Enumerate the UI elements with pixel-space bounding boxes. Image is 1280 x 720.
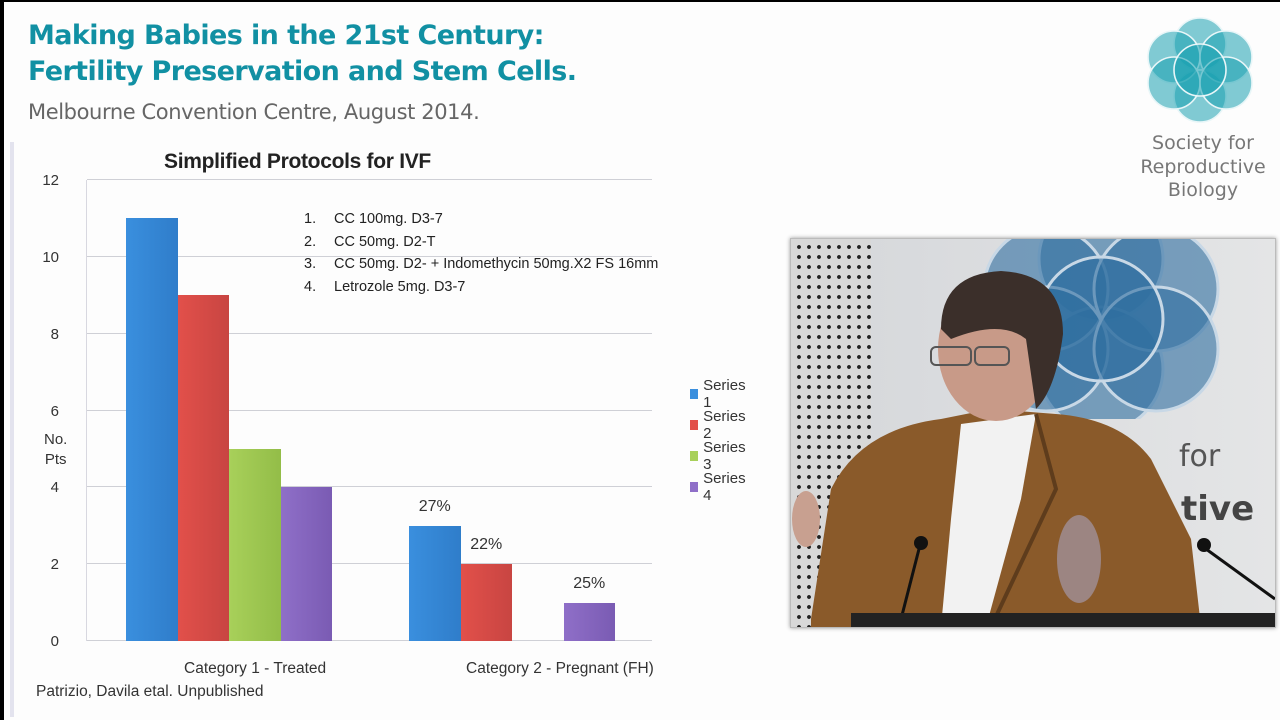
bar-series-1-category-2: [409, 525, 461, 641]
protocol-item: 4. Letrozole 5mg. D3-7: [304, 276, 658, 299]
protocol-item: 2. CC 50mg. D2-T: [304, 231, 658, 254]
speaker-video[interactable]: for tive: [790, 238, 1276, 628]
data-label: 22%: [470, 536, 503, 554]
banner-text-for: for: [1179, 439, 1221, 474]
bar-series-4-category-1: [280, 487, 332, 641]
x-category-1: Category 1 - Treated: [184, 660, 327, 677]
gridline: [87, 640, 652, 641]
slide-subtitle: Melbourne Convention Centre, August 2014…: [28, 100, 480, 124]
gridline: [87, 332, 652, 334]
gridline: [87, 486, 652, 488]
y-tick-label: 6: [50, 402, 59, 420]
society-name-line-2: Reproductive: [1140, 155, 1266, 178]
legend-item-series-2: Series 2: [690, 407, 748, 442]
legend-label: Series 3: [703, 438, 746, 473]
y-tick-label: 2: [50, 556, 59, 574]
title-line-2: Fertility Preservation and Stem Cells.: [28, 56, 577, 87]
x-category-2: Category 2 - Pregnant (FH): [466, 660, 654, 677]
title-line-1: Making Babies in the 21st Century:: [28, 20, 544, 51]
legend-item-series-4: Series 4: [690, 469, 748, 504]
protocol-number: 1.: [304, 211, 317, 227]
protocol-item: 3. CC 50mg. D2- + Indomethycin 50mg.X2 FS…: [304, 253, 658, 276]
legend-label: Series 4: [703, 469, 746, 504]
speaker-figure: [792, 271, 1275, 627]
gridline: [87, 179, 652, 180]
y-axis-label-line-1: No.: [44, 431, 68, 448]
society-name-line-3: Biology: [1167, 179, 1239, 201]
society-name-line-1: Society for: [1152, 132, 1254, 154]
legend-swatch: [690, 481, 699, 492]
y-tick-label: 0: [50, 633, 59, 650]
legend-swatch: [690, 450, 699, 461]
y-tick-label: 4: [50, 479, 59, 497]
bar-series-2-category-2: [460, 564, 512, 641]
gridline: [87, 563, 652, 565]
y-axis-label-line-2: Pts: [44, 451, 67, 468]
legend-item-series-1: Series 1: [690, 376, 748, 411]
protocol-text: CC 50mg. D2- + Indomethycin 50mg.X2 FS 1…: [334, 256, 659, 272]
legend-swatch: [690, 388, 699, 399]
data-label: 27%: [418, 497, 451, 515]
slide: Making Babies in the 21st Century: Ferti…: [4, 2, 1280, 720]
protocol-text: CC 50mg. D2-T: [334, 233, 436, 250]
society-name: Society for Reproductive Biology: [1120, 132, 1280, 203]
citation: Patrizio, Davila etal. Unpublished: [36, 683, 264, 700]
gridline: [87, 255, 652, 257]
bar-chart: Simplified Protocols for IVF 0 2 4 6 8 10 12 27…: [10, 142, 746, 717]
legend-label: Series 1: [703, 376, 746, 411]
y-tick-label: 8: [50, 325, 59, 343]
chart-title: Simplified Protocols for IVF: [164, 150, 431, 173]
y-tick-label: 10: [42, 248, 59, 266]
protocol-text: CC 100mg. D3-7: [334, 211, 443, 227]
society-logo-icon: [1147, 17, 1253, 123]
legend-item-series-3: Series 3: [690, 438, 748, 473]
protocol-text: Letrozole 5mg. D3-7: [334, 278, 466, 295]
bar-series-1-category-1: [126, 218, 178, 641]
bar-series-4-category-2: [563, 602, 615, 641]
bar-series-2-category-1: [177, 295, 229, 641]
data-label: 25%: [573, 574, 606, 592]
legend-swatch: [690, 419, 699, 430]
bar-series-3-category-1: [229, 448, 281, 641]
protocol-number: 2.: [304, 233, 317, 250]
y-axis-label: No. Pts: [44, 430, 67, 470]
plot-area: 0 2 4 6 8 10 12 27% 22% 25%: [42, 172, 652, 650]
protocol-number: 3.: [304, 256, 317, 272]
legend-label: Series 2: [703, 407, 746, 442]
protocol-number: 4.: [304, 278, 317, 295]
slide-title: Making Babies in the 21st Century: Ferti…: [28, 18, 577, 90]
banner-text-tive: tive: [1181, 489, 1255, 529]
protocol-list: 1. CC 100mg. D3-7 2. CC 50mg. D2-T 3. CC 50…: [304, 208, 658, 298]
y-tick-label: 12: [42, 172, 59, 189]
podium: [851, 613, 1275, 627]
chart-legend: Series 1 Series 2 Series 3 Series 4: [690, 376, 748, 504]
protocol-item: 1. CC 100mg. D3-7: [304, 208, 658, 231]
gridline: [87, 409, 652, 411]
